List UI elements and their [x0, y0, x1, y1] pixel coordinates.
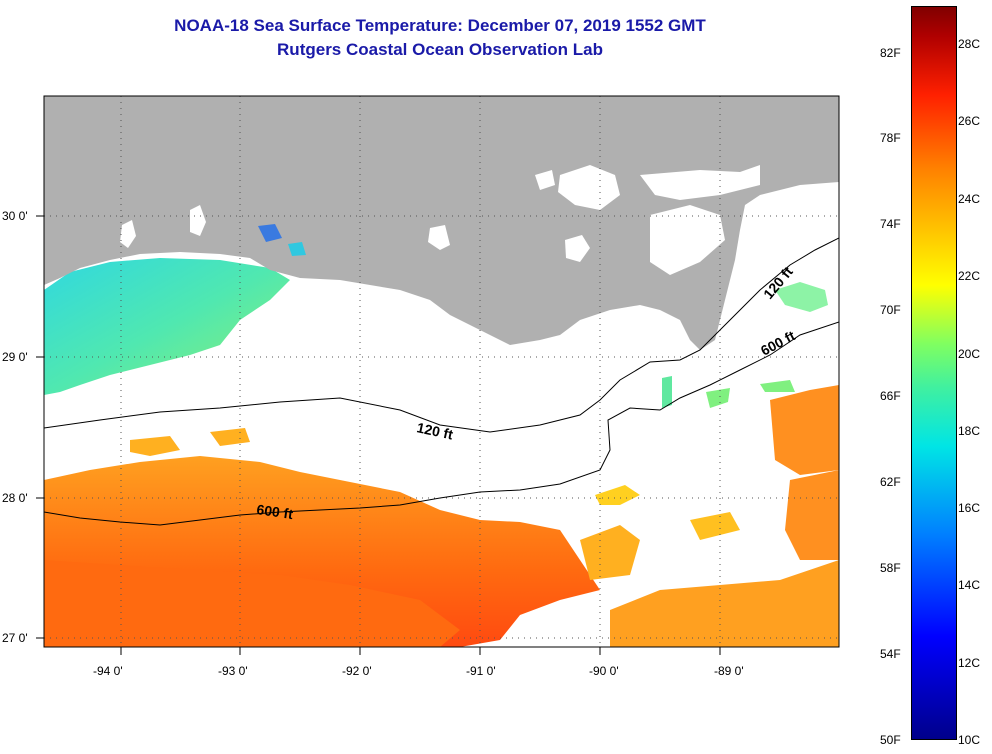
warm-water-region: [44, 560, 460, 647]
map-subtitle: Rutgers Coastal Ocean Observation Lab: [277, 40, 603, 59]
colorbar-f-label: 78F: [880, 131, 901, 145]
colorbar-f-label: 74F: [880, 217, 901, 231]
y-tick-label: 29 0': [2, 350, 28, 364]
warm-water-patch: [595, 485, 640, 505]
colorbar-f-label: 58F: [880, 561, 901, 575]
x-tick-label: -93 0': [218, 664, 248, 678]
colorbar-c-label: 10C: [958, 733, 981, 747]
cool-water-patch: [662, 376, 672, 408]
colorbar-f-label: 82F: [880, 46, 901, 60]
map-title: NOAA-18 Sea Surface Temperature: Decembe…: [174, 16, 706, 35]
cool-water-region: [44, 258, 290, 395]
cool-water-patch: [706, 388, 730, 408]
inland-lake: [565, 235, 590, 262]
cool-water-patch: [775, 282, 828, 312]
warm-water-patch: [690, 512, 740, 540]
colorbar-c-label: 28C: [958, 37, 981, 51]
warm-water-region: [610, 560, 839, 647]
colorbar-f-label: 70F: [880, 303, 901, 317]
y-tick-label: 30 0': [2, 209, 28, 223]
inland-lake: [258, 224, 282, 242]
contour-600ft: [44, 321, 839, 526]
x-tick-label: -91 0': [466, 664, 496, 678]
colorbar-c-label: 24C: [958, 192, 981, 206]
x-tick-label: -94 0': [93, 664, 123, 678]
colorbar-c-label: 26C: [958, 114, 981, 128]
x-tick-label: -90 0': [589, 664, 619, 678]
colorbar-c-label: 14C: [958, 578, 981, 592]
inland-lake: [535, 170, 555, 190]
warm-water-region: [770, 385, 839, 475]
warm-water-patch: [785, 470, 839, 560]
colorbar-c-label: 18C: [958, 424, 981, 438]
colorbar-f-label: 62F: [880, 475, 901, 489]
inland-lake: [558, 165, 620, 210]
warm-water-patch: [130, 436, 180, 456]
inland-lake: [288, 242, 306, 256]
x-tick-label: -89 0': [714, 664, 744, 678]
colorbar-c-label: 20C: [958, 347, 981, 361]
y-tick-label: 28 0': [2, 491, 28, 505]
inland-lake: [120, 220, 136, 248]
inland-lake: [640, 165, 760, 200]
colorbar-f-label: 54F: [880, 647, 901, 661]
colorbar-c-label: 22C: [958, 269, 981, 283]
colorbar-f-label: 66F: [880, 389, 901, 403]
lat-lon-grid: [44, 96, 839, 647]
land-mass: [44, 96, 839, 350]
y-tick-label: 27 0': [2, 631, 28, 645]
contour-120ft: [44, 237, 839, 433]
inland-lake: [190, 205, 206, 236]
axis-ticks: [36, 215, 721, 655]
contour-label: 600 ft: [256, 501, 295, 522]
colorbar-f-label: 50F: [880, 733, 901, 747]
x-tick-label: -92 0': [342, 664, 372, 678]
temperature-colorbar: [911, 6, 957, 740]
colorbar-c-label: 16C: [958, 501, 981, 515]
colorbar-c-label: 12C: [958, 656, 981, 670]
inland-lake: [428, 225, 450, 250]
map-frame: [43, 95, 840, 648]
cool-water-patch: [760, 380, 795, 392]
warm-water-patch: [580, 525, 640, 580]
contour-label: 120 ft: [415, 419, 454, 442]
inland-lake: [650, 205, 725, 275]
